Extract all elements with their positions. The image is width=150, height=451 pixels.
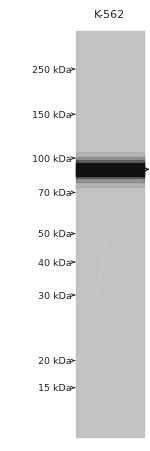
Bar bbox=[76, 164, 144, 176]
Bar bbox=[76, 153, 144, 187]
Text: 150 kDa: 150 kDa bbox=[32, 110, 71, 120]
Text: 30 kDa: 30 kDa bbox=[38, 291, 71, 300]
Text: 50 kDa: 50 kDa bbox=[38, 230, 71, 239]
Bar bbox=[76, 157, 144, 183]
Text: 250 kDa: 250 kDa bbox=[32, 65, 71, 74]
Bar bbox=[76, 161, 144, 179]
Text: 40 kDa: 40 kDa bbox=[38, 258, 71, 267]
Bar bbox=[76, 32, 144, 437]
Text: 100 kDa: 100 kDa bbox=[32, 154, 71, 163]
Text: 15 kDa: 15 kDa bbox=[38, 383, 71, 392]
Text: WWW.PTGAB.COM: WWW.PTGAB.COM bbox=[95, 235, 111, 299]
Text: 70 kDa: 70 kDa bbox=[38, 189, 71, 198]
Text: K-562: K-562 bbox=[94, 10, 126, 20]
Text: 20 kDa: 20 kDa bbox=[38, 356, 71, 365]
